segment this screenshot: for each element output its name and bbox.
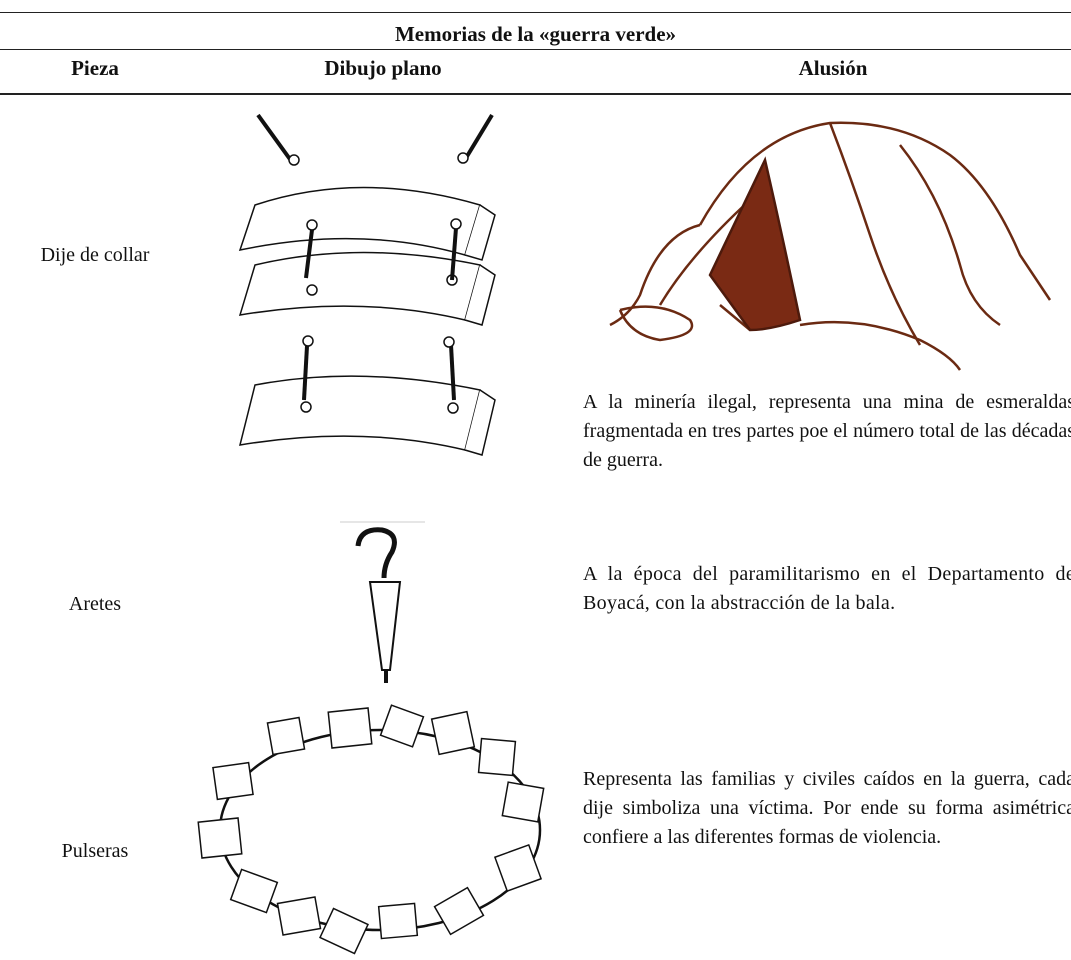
drawing-part bbox=[288, 154, 300, 166]
earring-drawing bbox=[340, 521, 425, 683]
piece-name: Aretes bbox=[68, 593, 122, 615]
drawing-part bbox=[658, 199, 751, 306]
drawing-part bbox=[464, 389, 496, 456]
drawing-part bbox=[618, 305, 694, 342]
drawing-part bbox=[464, 264, 496, 326]
column-header: Dibujo plano bbox=[324, 56, 442, 80]
title-rule bbox=[0, 49, 1071, 50]
piece-name: Dije de collar bbox=[40, 244, 150, 266]
drawing-part bbox=[238, 186, 481, 256]
allusion-text: Representa las familias y civiles caídos… bbox=[583, 768, 1071, 848]
drawing-part bbox=[238, 375, 481, 451]
drawing-part bbox=[306, 284, 318, 296]
allusion-text: A la minería ilegal, representa una mina… bbox=[583, 391, 1071, 471]
drawing-part bbox=[464, 204, 496, 261]
drawing-part bbox=[799, 320, 962, 371]
drawing-part bbox=[319, 907, 369, 955]
necklace-drawing bbox=[238, 113, 496, 456]
drawing-part bbox=[238, 375, 496, 456]
drawing-part bbox=[379, 704, 425, 748]
column-header: Alusión bbox=[798, 56, 868, 80]
drawing-part bbox=[197, 817, 243, 859]
drawing-part bbox=[276, 896, 322, 936]
header-rule bbox=[0, 93, 1071, 95]
drawing-part bbox=[501, 781, 545, 823]
drawing-part bbox=[302, 335, 314, 347]
table-title: Memorias de la «guerra verde» bbox=[394, 22, 677, 46]
drawing-part bbox=[302, 218, 462, 348]
drawing-part bbox=[212, 761, 254, 801]
drawing-part bbox=[719, 304, 751, 331]
drawing-part bbox=[450, 218, 462, 230]
drawing-part bbox=[449, 344, 456, 401]
drawing-part bbox=[256, 113, 294, 164]
drawing-part bbox=[238, 113, 496, 261]
drawing-part bbox=[477, 737, 517, 777]
drawing-part bbox=[450, 227, 458, 281]
drawing-part bbox=[368, 581, 402, 671]
drawing-part bbox=[238, 251, 496, 326]
allusion-text: A la época del paramilitarismo en el Dep… bbox=[583, 563, 1071, 614]
drawing-part bbox=[443, 336, 455, 348]
drawing-part bbox=[899, 144, 1001, 327]
drawing-part bbox=[493, 843, 543, 893]
drawing-part bbox=[266, 716, 306, 756]
mine-drawing bbox=[609, 121, 1052, 371]
drawing-part bbox=[229, 868, 279, 914]
drawing-part bbox=[447, 402, 459, 414]
drawing-part bbox=[464, 113, 494, 160]
drawing-part bbox=[327, 707, 373, 749]
bracelet-drawing bbox=[197, 704, 545, 955]
drawing-part bbox=[828, 122, 922, 346]
drawing-part bbox=[302, 227, 458, 401]
drawing-part bbox=[433, 886, 485, 936]
drawing-part bbox=[304, 229, 314, 279]
drawing-part bbox=[306, 219, 318, 231]
drawing-part bbox=[302, 345, 309, 401]
drawing-part bbox=[708, 156, 802, 332]
drawing-part bbox=[698, 121, 1052, 301]
top-rule bbox=[0, 12, 1071, 13]
drawing-part bbox=[300, 401, 312, 413]
drawing-part bbox=[430, 710, 476, 756]
piece-name: Pulseras bbox=[61, 840, 129, 862]
drawing-part bbox=[377, 902, 419, 940]
drawing-part bbox=[457, 152, 469, 164]
drawing-part bbox=[238, 251, 481, 321]
drawing-part bbox=[197, 704, 545, 955]
column-header: Pieza bbox=[71, 56, 119, 80]
drawing-part bbox=[355, 527, 397, 579]
